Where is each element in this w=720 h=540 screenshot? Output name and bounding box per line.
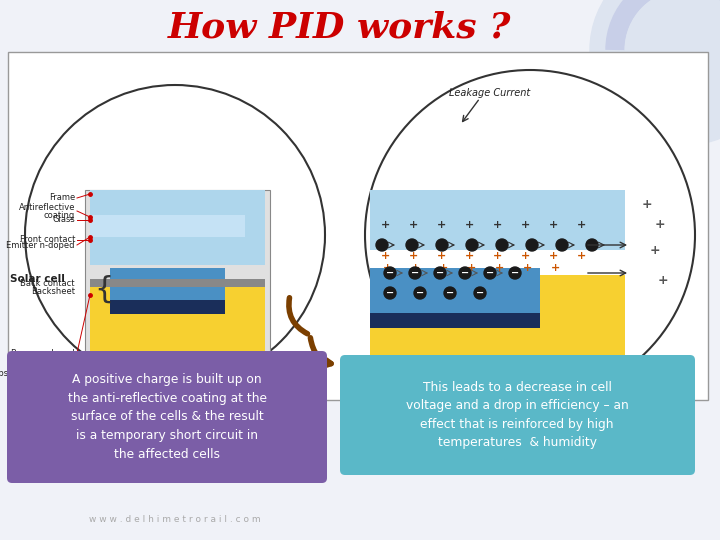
Text: −: − bbox=[411, 268, 419, 278]
Circle shape bbox=[384, 267, 396, 279]
Text: Encapsulation material: Encapsulation material bbox=[0, 368, 75, 377]
Text: coating: coating bbox=[44, 211, 75, 219]
Text: −: − bbox=[461, 268, 469, 278]
Text: +: + bbox=[549, 251, 557, 261]
Text: −: − bbox=[436, 268, 444, 278]
Circle shape bbox=[434, 267, 446, 279]
Circle shape bbox=[376, 239, 388, 251]
FancyBboxPatch shape bbox=[90, 280, 265, 380]
Circle shape bbox=[526, 239, 538, 251]
Text: Emitter n-doped: Emitter n-doped bbox=[6, 240, 75, 249]
Circle shape bbox=[484, 267, 496, 279]
Circle shape bbox=[459, 267, 471, 279]
Text: Back contact: Back contact bbox=[20, 279, 75, 287]
Text: +: + bbox=[383, 263, 392, 273]
Text: A positive charge is built up on
the anti-reflective coating at the
surface of t: A positive charge is built up on the ant… bbox=[68, 374, 266, 461]
Circle shape bbox=[414, 287, 426, 299]
Text: +: + bbox=[642, 199, 652, 212]
Text: +: + bbox=[654, 219, 665, 232]
Text: +: + bbox=[436, 220, 446, 230]
FancyBboxPatch shape bbox=[340, 355, 695, 475]
Text: +: + bbox=[549, 220, 557, 230]
Text: +: + bbox=[552, 263, 561, 273]
Text: −: − bbox=[386, 268, 394, 278]
Circle shape bbox=[466, 239, 478, 251]
Text: −: − bbox=[446, 288, 454, 298]
Circle shape bbox=[25, 85, 325, 385]
Text: +: + bbox=[380, 251, 390, 261]
Text: This leads to a decrease in cell
voltage and a drop in efficiency – an
effect th: This leads to a decrease in cell voltage… bbox=[405, 381, 629, 449]
Text: Solar cell: Solar cell bbox=[10, 274, 65, 284]
FancyBboxPatch shape bbox=[370, 313, 540, 328]
Text: −: − bbox=[486, 268, 494, 278]
FancyBboxPatch shape bbox=[370, 268, 540, 313]
Circle shape bbox=[409, 267, 421, 279]
Text: +: + bbox=[411, 263, 420, 273]
Text: w w w . d e l h i m e t r o r a i l . c o m: w w w . d e l h i m e t r o r a i l . c … bbox=[89, 516, 261, 524]
Circle shape bbox=[586, 239, 598, 251]
Text: Base - p-doped: Base - p-doped bbox=[12, 348, 75, 357]
Text: −: − bbox=[476, 288, 484, 298]
Text: +: + bbox=[408, 220, 418, 230]
Text: +: + bbox=[577, 220, 585, 230]
FancyBboxPatch shape bbox=[7, 351, 327, 483]
Text: (EVA): (EVA) bbox=[53, 375, 75, 384]
Text: +: + bbox=[436, 251, 446, 261]
Text: +: + bbox=[492, 251, 502, 261]
Text: +: + bbox=[577, 251, 585, 261]
Text: +: + bbox=[523, 263, 533, 273]
FancyBboxPatch shape bbox=[90, 190, 265, 265]
Text: Front contact: Front contact bbox=[19, 235, 75, 245]
FancyBboxPatch shape bbox=[110, 300, 225, 314]
Text: Frame: Frame bbox=[49, 193, 75, 202]
Text: +: + bbox=[492, 220, 502, 230]
Text: Backsheet: Backsheet bbox=[31, 287, 75, 295]
Circle shape bbox=[444, 287, 456, 299]
FancyBboxPatch shape bbox=[8, 52, 708, 400]
Text: +: + bbox=[657, 273, 668, 287]
Text: +: + bbox=[521, 220, 530, 230]
Text: +: + bbox=[495, 263, 505, 273]
FancyBboxPatch shape bbox=[370, 190, 625, 250]
Text: +: + bbox=[408, 251, 418, 261]
Circle shape bbox=[406, 239, 418, 251]
Text: {: { bbox=[94, 274, 114, 303]
Text: Glass: Glass bbox=[53, 215, 75, 225]
FancyBboxPatch shape bbox=[110, 268, 225, 300]
FancyBboxPatch shape bbox=[85, 190, 270, 385]
Circle shape bbox=[509, 267, 521, 279]
Circle shape bbox=[496, 239, 508, 251]
Text: −: − bbox=[511, 268, 519, 278]
Text: +: + bbox=[464, 251, 474, 261]
Text: Antireflective: Antireflective bbox=[19, 202, 75, 212]
Text: +: + bbox=[439, 263, 449, 273]
Circle shape bbox=[384, 287, 396, 299]
Text: −: − bbox=[416, 288, 424, 298]
Circle shape bbox=[365, 70, 695, 400]
Circle shape bbox=[436, 239, 448, 251]
Circle shape bbox=[590, 0, 720, 145]
Circle shape bbox=[474, 287, 486, 299]
FancyBboxPatch shape bbox=[90, 215, 245, 237]
Text: +: + bbox=[521, 251, 530, 261]
Text: Leakage Current: Leakage Current bbox=[449, 88, 531, 98]
Text: −: − bbox=[386, 288, 394, 298]
Text: +: + bbox=[380, 220, 390, 230]
Text: +: + bbox=[464, 220, 474, 230]
Circle shape bbox=[556, 239, 568, 251]
Text: +: + bbox=[649, 244, 660, 256]
Text: How PID works ?: How PID works ? bbox=[168, 11, 512, 45]
FancyBboxPatch shape bbox=[370, 275, 625, 380]
Text: +: + bbox=[467, 263, 477, 273]
FancyBboxPatch shape bbox=[90, 279, 265, 287]
